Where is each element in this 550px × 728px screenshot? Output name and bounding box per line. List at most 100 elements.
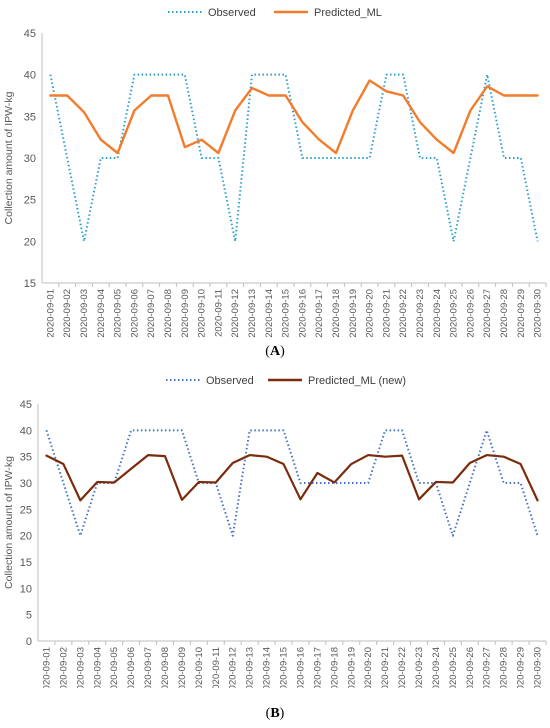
data-point [453, 241, 455, 243]
x-tick-label: 2020-09-28 [499, 647, 510, 688]
x-tick-label: 2020-09-11 [213, 289, 224, 337]
x-tick-label: 2020-09-26 [465, 647, 476, 688]
data-point [503, 95, 505, 97]
y-tick-label: 0 [26, 636, 32, 648]
data-point [117, 152, 119, 154]
x-tick-label: 2020-09-08 [163, 289, 174, 338]
x-tick-label: 2020-09-03 [75, 647, 86, 688]
x-tick-label: 2020-09-09 [180, 289, 191, 338]
data-point [46, 430, 48, 432]
data-point [520, 157, 522, 159]
x-tick-label: 2020-09-30 [533, 647, 544, 688]
data-point [201, 157, 203, 159]
data-point [486, 74, 488, 76]
x-tick-label: 2020-09-14 [262, 647, 273, 688]
data-point [66, 95, 68, 97]
data-point [520, 95, 522, 97]
data-point [181, 430, 183, 432]
x-tick-label: 2020-09-15 [279, 647, 290, 688]
x-tick-label: 2020-09-03 [79, 289, 90, 338]
data-point [520, 463, 522, 465]
x-tick-label: 2020-09-28 [499, 289, 510, 338]
data-point [150, 95, 152, 97]
x-tick-label: 2020-09-01 [45, 289, 56, 338]
data-point [350, 482, 352, 484]
data-point [302, 157, 304, 159]
x-tick-label: 2020-09-22 [398, 289, 409, 338]
data-point [452, 535, 454, 537]
x-tick-label: 2020-09-27 [482, 289, 493, 338]
data-point [369, 157, 371, 159]
data-point [402, 95, 404, 97]
x-tick-label: 2020-09-16 [297, 289, 308, 338]
y-tick-label: 15 [20, 557, 32, 569]
data-point [164, 455, 166, 457]
x-tick-label: 2020-09-13 [247, 289, 258, 338]
x-tick-label: 2020-09-21 [380, 647, 391, 688]
data-point [470, 157, 472, 159]
y-tick-label: 30 [20, 478, 32, 490]
x-tick-label: 2020-09-30 [533, 289, 544, 338]
x-tick-label: 2020-09-07 [143, 647, 154, 688]
data-point [302, 121, 304, 123]
data-point [266, 456, 268, 458]
data-point [419, 157, 421, 159]
x-tick-label: 2020-09-10 [194, 647, 205, 688]
data-point [147, 454, 149, 456]
x-tick-label: 2020-09-11 [211, 647, 222, 688]
data-point [401, 430, 403, 432]
data-point [537, 500, 539, 502]
y-tick-label: 40 [24, 70, 36, 82]
x-tick-label: 2020-09-19 [346, 647, 357, 688]
x-tick-label: 2020-09-24 [432, 289, 443, 338]
y-axis-title: Collection amount of IPW-kg [3, 456, 15, 589]
y-axis-title: Collection amount of IPW-kg [3, 91, 15, 224]
data-point [367, 482, 369, 484]
data-point [167, 74, 169, 76]
x-tick-label: 2020-09-21 [381, 289, 392, 338]
data-point [215, 482, 217, 484]
data-point [520, 482, 522, 484]
y-tick-label: 25 [24, 195, 36, 207]
x-tick-label: 2020-09-20 [363, 647, 374, 688]
data-point [537, 241, 539, 243]
data-point [384, 456, 386, 458]
data-point [167, 95, 169, 97]
data-point [537, 535, 539, 537]
x-tick-label: 2020-09-07 [146, 289, 157, 338]
data-point [285, 95, 287, 97]
data-point [268, 95, 270, 97]
x-tick-label: 2020-09-14 [264, 289, 275, 338]
data-point [117, 157, 119, 159]
data-point [436, 157, 438, 159]
data-point [470, 110, 472, 112]
x-tick-label: 2020-09-18 [329, 647, 340, 688]
data-point [249, 454, 251, 456]
data-point [184, 146, 186, 148]
x-tick-label: 2020-09-29 [516, 289, 527, 338]
data-point [234, 110, 236, 112]
x-tick-label: 2020-09-15 [281, 289, 292, 338]
x-tick-label: 2020-09-27 [482, 647, 493, 688]
x-tick-label: 2020-09-02 [58, 647, 69, 688]
data-point [452, 482, 454, 484]
x-tick-label: 2020-09-04 [92, 647, 103, 688]
data-point [469, 482, 471, 484]
data-point [367, 454, 369, 456]
data-point [63, 482, 65, 484]
data-point [113, 482, 115, 484]
x-tick-label: 2020-09-24 [431, 647, 442, 688]
y-tick-label: 15 [24, 278, 36, 290]
data-point [369, 80, 371, 82]
chart-a: 15 20 25 30 35 40 45 2020-09-01 2020-09-02 2020-0… [3, 7, 547, 338]
y-tick-label: 35 [24, 111, 36, 123]
data-point [283, 430, 285, 432]
data-point [147, 430, 149, 432]
x-tick-label: 2020-09-26 [465, 289, 476, 338]
data-point [232, 462, 234, 464]
data-point [335, 157, 337, 159]
data-point [218, 152, 220, 154]
x-tick-label: 2020-09-13 [245, 647, 256, 688]
y-tick-label: 45 [20, 399, 32, 411]
data-point [317, 472, 319, 474]
